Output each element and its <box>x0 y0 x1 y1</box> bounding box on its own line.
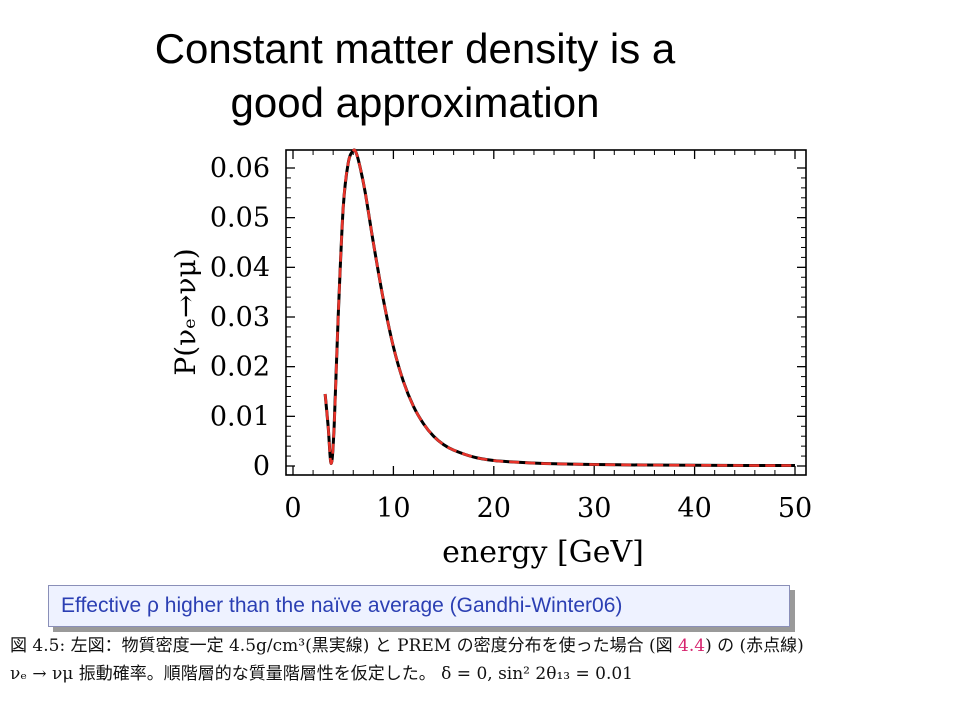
caption-line-2: νₑ → νμ 振動確率。順階層的な質量階層性を仮定した。 δ = 0, sin… <box>10 664 633 684</box>
series-line-dashed <box>323 148 796 467</box>
caption-line-1-b: ) の (赤点線) <box>705 636 804 656</box>
y-tick-labels: 0 0.01 0.02 0.03 0.04 0.05 0.06 <box>210 153 270 482</box>
y-tick-label: 0 <box>253 451 270 482</box>
y-axis-label: P(νₑ→νμ) <box>169 248 202 375</box>
caption-figure-ref-link[interactable]: 4.4 <box>678 636 706 656</box>
x-tick-labels: 0 10 20 30 40 50 <box>284 493 812 524</box>
slide-title-line2: good approximation <box>230 79 600 126</box>
axis-ticks <box>286 150 806 475</box>
callout-box: Effective ρ higher than the naïve averag… <box>48 585 790 627</box>
x-tick-label: 10 <box>376 493 410 524</box>
y-tick-label: 0.04 <box>210 252 270 283</box>
series-group <box>323 148 796 468</box>
x-axis-label: energy [GeV] <box>442 535 644 570</box>
y-tick-label: 0.01 <box>210 401 270 432</box>
series-line-solid <box>323 148 796 468</box>
y-tick-label: 0.02 <box>210 352 270 383</box>
x-tick-label: 30 <box>577 493 611 524</box>
callout-text: Effective ρ higher than the naïve averag… <box>61 594 623 617</box>
slide-title: Constant matter density is a good approx… <box>60 22 770 130</box>
x-tick-label: 20 <box>477 493 511 524</box>
caption-line-1-a: 図 4.5: 左図：物質密度一定 4.5g/cm³(黒実線) と PREM の密… <box>10 636 679 656</box>
x-tick-label: 40 <box>677 493 711 524</box>
y-tick-label: 0.03 <box>210 302 270 333</box>
x-tick-label: 50 <box>778 493 812 524</box>
figure-caption: 図 4.5: 左図：物質密度一定 4.5g/cm³(黒実線) と PREM の密… <box>10 632 955 688</box>
x-tick-label: 0 <box>284 493 301 524</box>
plot-frame <box>285 149 807 476</box>
caption-line-1: 図 4.5: 左図：物質密度一定 4.5g/cm³(黒実線) と PREM の密… <box>10 632 955 660</box>
y-tick-label: 0.05 <box>210 203 270 234</box>
slide-title-line1: Constant matter density is a <box>154 25 676 72</box>
y-tick-label: 0.06 <box>210 153 270 184</box>
